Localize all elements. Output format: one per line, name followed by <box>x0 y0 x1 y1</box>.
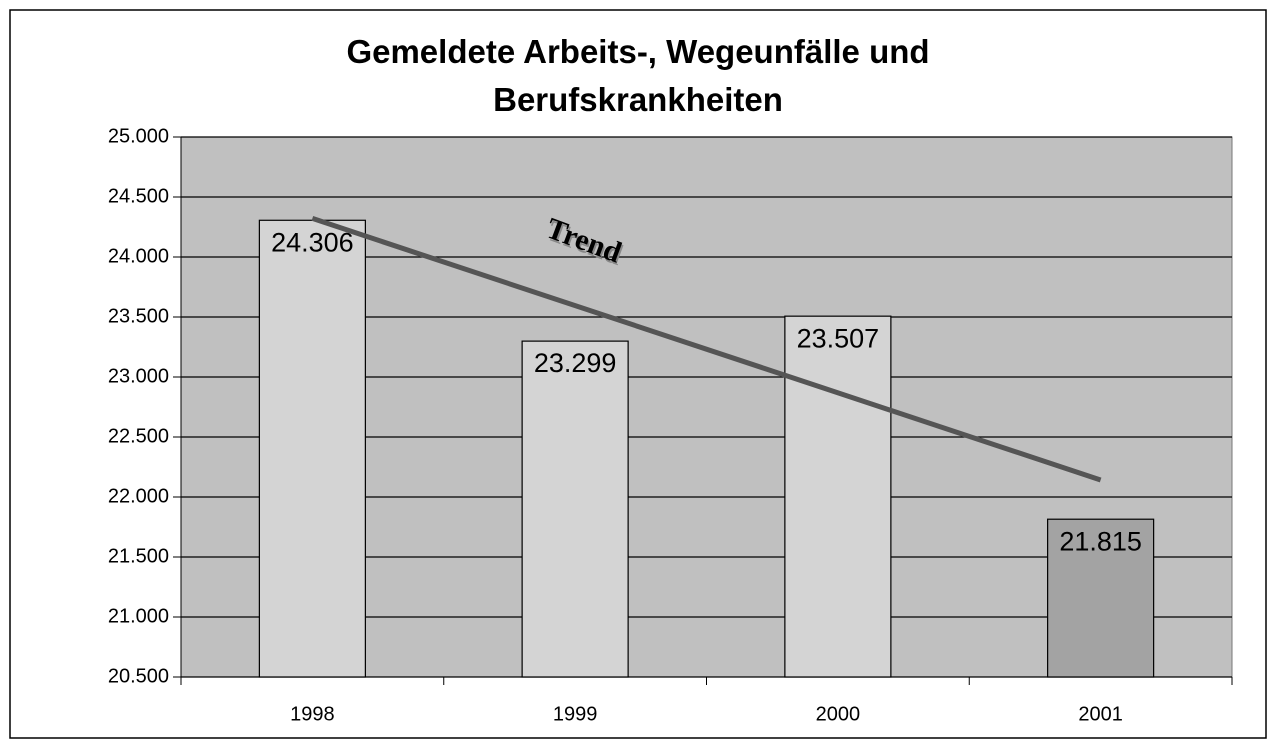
y-tick-label: 22.000 <box>108 485 169 507</box>
y-tick-label: 23.500 <box>108 305 169 327</box>
x-tick-label: 1999 <box>553 703 598 725</box>
bar <box>784 315 892 678</box>
y-tick-label: 20.500 <box>108 665 169 687</box>
y-tick-label: 21.000 <box>108 605 169 627</box>
y-tick-label: 25.000 <box>108 125 169 147</box>
bar <box>258 219 366 678</box>
x-tick-label: 2001 <box>1078 703 1123 725</box>
trend-line <box>311 216 1102 483</box>
x-tick-label: 2000 <box>816 703 861 725</box>
y-tick-label: 23.000 <box>108 365 169 387</box>
y-tick-label: 22.500 <box>108 425 169 447</box>
data-label: 23.299 <box>534 348 617 378</box>
data-label: 21.815 <box>1059 526 1142 556</box>
bar <box>1047 518 1155 678</box>
y-tick-label: 24.500 <box>108 185 169 207</box>
y-tick-label: 21.500 <box>108 545 169 567</box>
data-label: 23.507 <box>797 323 880 353</box>
bar <box>521 340 629 678</box>
x-tick-label: 1998 <box>290 703 335 725</box>
y-tick-label: 24.000 <box>108 245 169 267</box>
data-label: 24.306 <box>271 227 354 257</box>
chart-title: Gemeldete Arbeits-, Wegeunfälle und Beru… <box>346 33 930 118</box>
